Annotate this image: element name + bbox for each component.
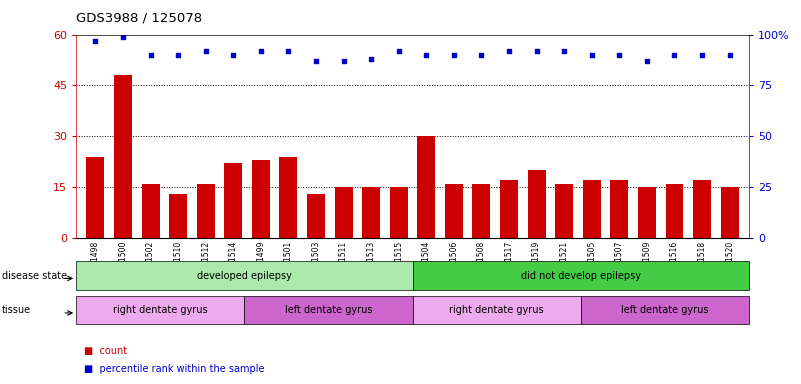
Bar — [693, 180, 711, 238]
Text: tissue: tissue — [2, 305, 30, 315]
Text: left dentate gyrus: left dentate gyrus — [284, 305, 372, 315]
Point — [171, 52, 184, 58]
Bar — [500, 180, 518, 238]
Bar — [638, 187, 656, 238]
Bar — [445, 184, 463, 238]
Point — [199, 48, 212, 54]
Bar — [252, 160, 270, 238]
Point — [502, 48, 515, 54]
Point — [475, 52, 488, 58]
Point — [144, 52, 157, 58]
Bar — [114, 75, 132, 238]
Point — [89, 38, 102, 44]
Text: disease state: disease state — [2, 270, 66, 281]
Point — [723, 52, 736, 58]
Text: right dentate gyrus: right dentate gyrus — [449, 305, 544, 315]
Bar — [169, 194, 187, 238]
Point — [392, 48, 405, 54]
Point — [448, 52, 461, 58]
Bar — [307, 194, 325, 238]
Bar — [583, 180, 601, 238]
Text: developed epilepsy: developed epilepsy — [197, 270, 292, 281]
Bar — [87, 157, 104, 238]
Text: ■  count: ■ count — [84, 346, 127, 356]
Text: GDS3988 / 125078: GDS3988 / 125078 — [76, 12, 202, 25]
Point — [364, 56, 377, 62]
Bar — [280, 157, 297, 238]
Point — [420, 52, 433, 58]
Bar — [142, 184, 159, 238]
Point — [117, 33, 130, 40]
Point — [282, 48, 295, 54]
Bar — [473, 184, 490, 238]
Bar — [555, 184, 574, 238]
Bar — [224, 164, 242, 238]
Text: right dentate gyrus: right dentate gyrus — [113, 305, 207, 315]
Point — [613, 52, 626, 58]
Bar — [197, 184, 215, 238]
Point — [557, 48, 570, 54]
Point — [586, 52, 598, 58]
Bar — [417, 136, 435, 238]
Bar — [610, 180, 628, 238]
Point — [668, 52, 681, 58]
Bar — [528, 170, 545, 238]
Bar — [362, 187, 380, 238]
Text: ■  percentile rank within the sample: ■ percentile rank within the sample — [84, 364, 264, 374]
Point — [530, 48, 543, 54]
Bar — [666, 184, 683, 238]
Point — [695, 52, 708, 58]
Point — [227, 52, 239, 58]
Point — [337, 58, 350, 64]
Bar — [335, 187, 352, 238]
Point — [641, 58, 654, 64]
Text: left dentate gyrus: left dentate gyrus — [621, 305, 709, 315]
Text: did not develop epilepsy: did not develop epilepsy — [521, 270, 641, 281]
Bar — [721, 187, 739, 238]
Point — [255, 48, 268, 54]
Point — [310, 58, 323, 64]
Bar — [390, 187, 408, 238]
